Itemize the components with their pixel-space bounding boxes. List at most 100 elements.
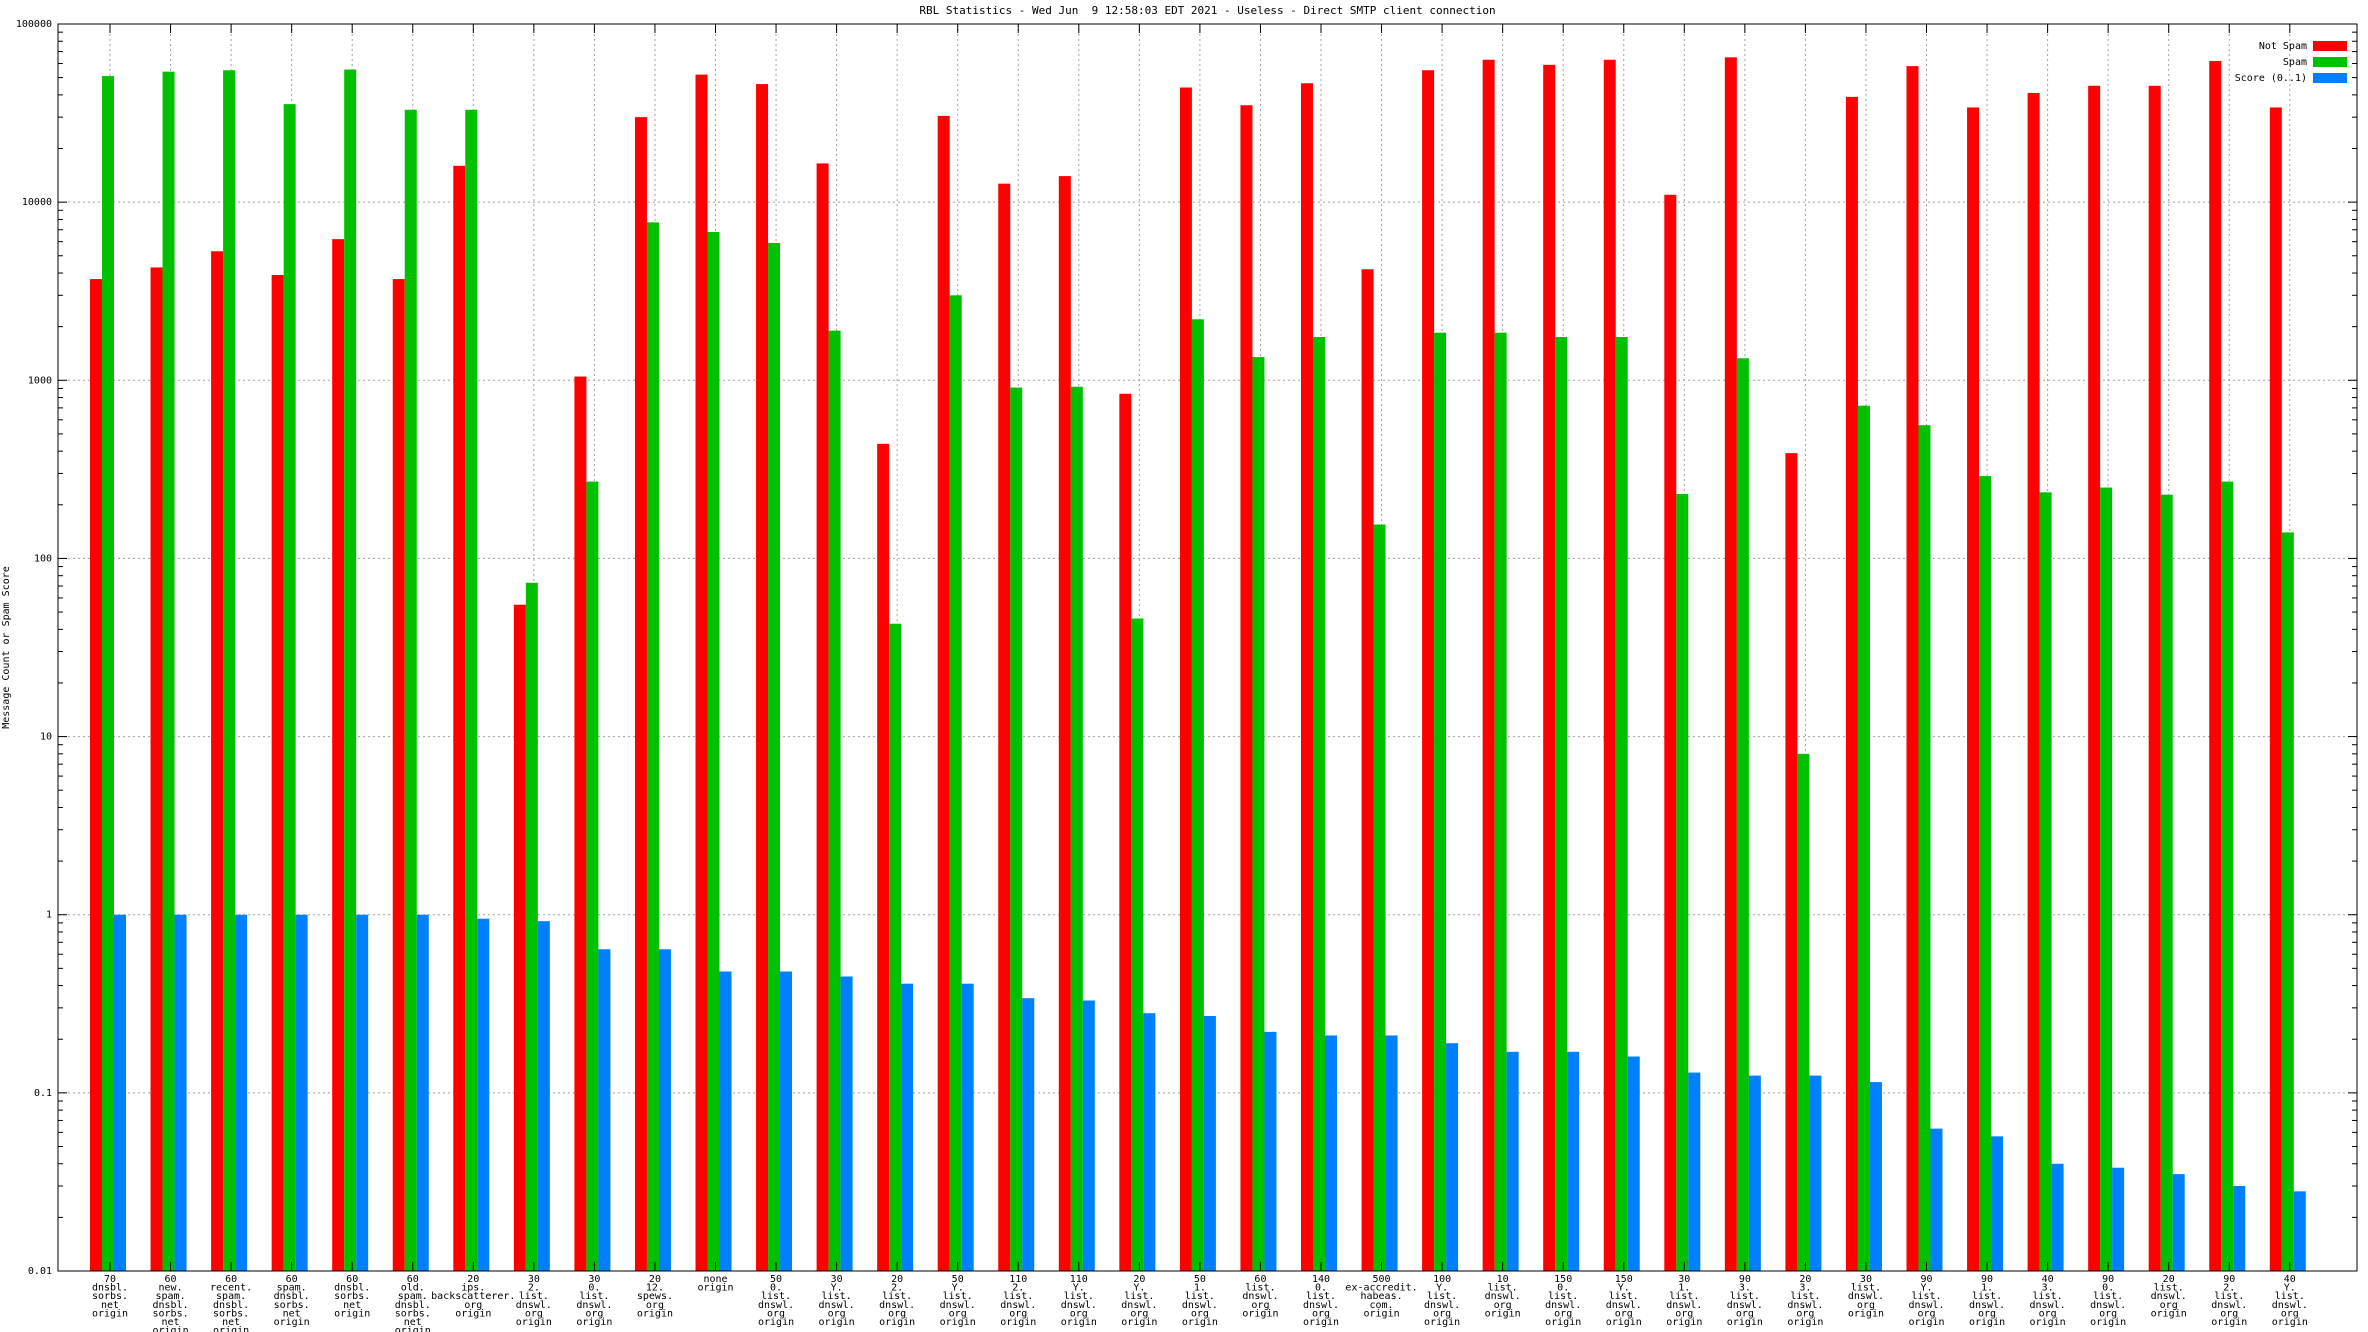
x-tick-label-line: sorbs. xyxy=(152,1308,188,1319)
x-tick-label-line: Y. xyxy=(1133,1283,1145,1294)
x-tick-label-line: new. xyxy=(159,1283,183,1294)
bar-score-0-1 xyxy=(2172,1174,2185,1271)
bar-not-spam xyxy=(816,163,829,1271)
bar-spam xyxy=(1736,358,1749,1272)
bar-score-0-1 xyxy=(840,976,853,1271)
x-tick-label-line: dnsbl. xyxy=(274,1291,310,1302)
bar-spam xyxy=(1918,425,1931,1271)
x-tick-label-line: sorbs. xyxy=(395,1308,431,1319)
x-tick-label-line: 60 xyxy=(407,1274,419,1285)
x-tick-label-line: Y. xyxy=(952,1283,964,1294)
bar-score-0-1 xyxy=(356,914,369,1271)
bar-spam xyxy=(465,109,478,1271)
x-tick-label-line: dnswl. xyxy=(2090,1300,2126,1311)
bar-score-0-1 xyxy=(2112,1167,2125,1271)
x-tick-label: none origin xyxy=(697,1274,733,1294)
x-tick-label-line: sorbs. xyxy=(274,1300,310,1311)
y-tick-label: 10 xyxy=(40,732,52,743)
x-tick-label-line: sorbs. xyxy=(92,1291,128,1302)
x-tick-label-line: recent. xyxy=(210,1283,252,1294)
x-tick-label-line: dnswl. xyxy=(758,1300,794,1311)
x-tick-label-line: 150 xyxy=(1615,1274,1633,1285)
x-tick-label-line: 2. xyxy=(2223,1283,2235,1294)
bar-score-0-1 xyxy=(416,914,429,1271)
bar-not-spam xyxy=(1906,66,1919,1272)
x-tick-label: 20 2. list. dnswl. org origin xyxy=(879,1274,915,1328)
x-tick-label-line: 500 xyxy=(1373,1274,1391,1285)
x-tick-label-line: Y. xyxy=(2284,1283,2296,1294)
x-tick-label: 20 list. dnswl. org origin xyxy=(2151,1274,2187,1319)
bar-spam xyxy=(889,623,902,1271)
bar-spam xyxy=(1797,753,1810,1271)
bar-score-0-1 xyxy=(1203,1016,1216,1271)
x-tick-label: 150 Y. list. dnswl. org origin xyxy=(1606,1274,1642,1328)
x-tick-label: 20 3. list. dnswl. org origin xyxy=(1787,1274,1823,1328)
bar-not-spam xyxy=(1119,393,1132,1272)
x-tick-label-line: org xyxy=(585,1308,603,1319)
x-tick-label: 30 2. list. dnswl. org origin xyxy=(516,1274,552,1328)
bar-spam xyxy=(1373,524,1386,1271)
bar-score-0-1 xyxy=(1688,1072,1701,1271)
bar-not-spam xyxy=(574,376,587,1271)
x-tick-label-line: 40 xyxy=(2284,1274,2296,1285)
bar-score-0-1 xyxy=(477,918,490,1271)
x-tick-label-line: net xyxy=(283,1308,301,1319)
x-tick-label-line: origin xyxy=(940,1317,976,1328)
x-tick-label-line: origin xyxy=(2151,1308,2187,1319)
x-tick-label-line: org xyxy=(1978,1308,1996,1319)
bar-score-0-1 xyxy=(1809,1075,1822,1271)
bar-spam xyxy=(1676,493,1689,1271)
bar-score-0-1 xyxy=(1567,1051,1580,1271)
x-tick-label-line: origin xyxy=(274,1317,310,1328)
bar-not-spam xyxy=(1603,59,1616,1271)
bar-not-spam xyxy=(937,115,950,1272)
x-tick-label: 60 old. spam. dnsbl. sorbs. net origin xyxy=(395,1274,431,1332)
x-tick-label-line: dnswl. xyxy=(2272,1300,2308,1311)
x-tick-label-line: dnswl. xyxy=(1666,1300,1702,1311)
x-tick-label-line: org xyxy=(1494,1300,1512,1311)
x-tick-label-line: org xyxy=(949,1308,967,1319)
x-tick-label-line: 2. xyxy=(891,1283,903,1294)
bar-not-spam xyxy=(392,279,405,1271)
x-tick-label-line: origin xyxy=(1061,1317,1097,1328)
x-tick-label-line: origin xyxy=(213,1326,249,1332)
x-tick-label-line: dnswl. xyxy=(1242,1291,1278,1302)
x-tick-label: 500 ex-accredit. habeas. com. origin xyxy=(1345,1274,1417,1319)
bar-spam xyxy=(2039,492,2052,1272)
x-tick-label-line: 20 xyxy=(467,1274,479,1285)
x-tick-label: 90 3. list. dnswl. org origin xyxy=(1727,1274,1763,1328)
x-tick-label-line: origin xyxy=(1424,1317,1460,1328)
bar-score-0-1 xyxy=(2051,1163,2064,1271)
bar-not-spam xyxy=(2148,85,2161,1271)
bar-spam xyxy=(283,104,296,1271)
bar-score-0-1 xyxy=(1930,1128,1943,1271)
x-tick-label-line: 1. xyxy=(1194,1283,1206,1294)
x-tick-label-line: origin xyxy=(152,1326,188,1332)
bar-score-0-1 xyxy=(1446,1043,1459,1271)
x-tick-label-line: org xyxy=(1070,1308,1088,1319)
x-tick-label: 40 3. list. dnswl. org origin xyxy=(2030,1274,2066,1328)
x-tick-label-line: dnswl. xyxy=(2030,1300,2066,1311)
bar-spam xyxy=(1252,357,1265,1271)
y-tick-label: 100 xyxy=(34,553,52,564)
x-tick-label-line: list. xyxy=(1972,1291,2002,1302)
x-tick-label-line: origin xyxy=(1545,1317,1581,1328)
x-tick-label-line: sorbs. xyxy=(334,1291,370,1302)
x-tick-label-line: 30 xyxy=(831,1274,843,1285)
legend-swatch xyxy=(2313,57,2347,67)
x-tick-label-line: dnswl. xyxy=(1606,1300,1642,1311)
legend-label: Spam xyxy=(2283,57,2307,68)
bar-spam xyxy=(1555,336,1568,1271)
x-tick-label-line: org xyxy=(646,1300,664,1311)
legend-label: Not Spam xyxy=(2259,41,2307,52)
bars xyxy=(90,57,2306,1272)
x-tick-label-line: origin xyxy=(1000,1317,1036,1328)
x-tick-label-line: org xyxy=(1554,1308,1572,1319)
bar-not-spam xyxy=(90,279,102,1271)
bar-score-0-1 xyxy=(235,914,248,1271)
x-tick-label-line: list. xyxy=(1003,1291,1033,1302)
x-tick-label-line: sorbs. xyxy=(213,1308,249,1319)
y-tick-label: 10000 xyxy=(22,197,52,208)
x-tick-label: 110 Y. list. dnswl. org origin xyxy=(1061,1274,1097,1328)
bar-not-spam xyxy=(1301,83,1313,1272)
